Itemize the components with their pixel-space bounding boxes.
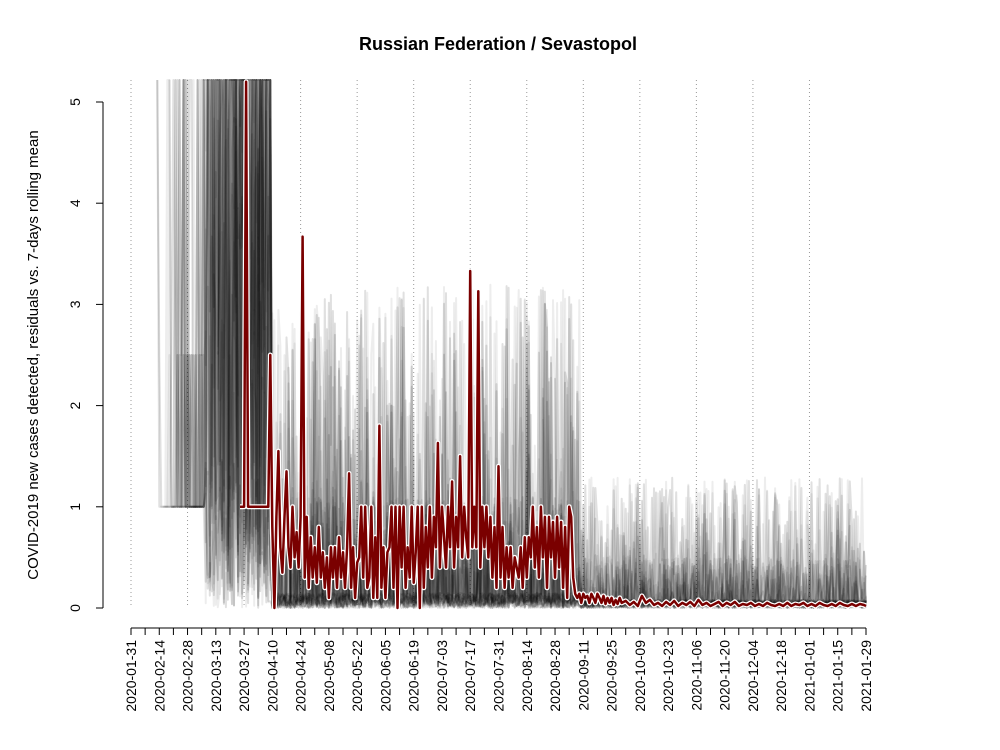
x-tick-label: 2020-04-10 bbox=[264, 640, 280, 712]
x-tick-label: 2021-01-29 bbox=[858, 640, 874, 712]
y-tick-label: 3 bbox=[67, 300, 83, 308]
background-series-line bbox=[234, 79, 867, 609]
background-series-line bbox=[206, 79, 867, 609]
y-tick-label: 1 bbox=[67, 503, 83, 511]
x-tick-label: 2021-01-01 bbox=[801, 640, 817, 712]
y-tick-label: 0 bbox=[67, 604, 83, 612]
x-tick-label: 2020-12-18 bbox=[773, 640, 789, 712]
background-series-line bbox=[171, 79, 867, 609]
background-series-line bbox=[208, 79, 867, 609]
highlight-series-line bbox=[240, 80, 867, 610]
x-tick-label: 2020-03-13 bbox=[208, 640, 224, 712]
x-tick-label: 2020-01-31 bbox=[123, 640, 139, 712]
x-tick-label: 2020-07-31 bbox=[491, 640, 507, 712]
x-tick-label: 2020-08-28 bbox=[547, 640, 563, 712]
background-series bbox=[156, 79, 867, 609]
y-axis: 0 1 2 3 4 5 bbox=[67, 98, 104, 612]
y-tick-label: 5 bbox=[67, 98, 83, 106]
x-tick-label: 2020-09-25 bbox=[604, 640, 620, 712]
chart-title: Russian Federation / Sevastopol bbox=[359, 34, 637, 54]
highlight-series-group bbox=[239, 79, 868, 611]
x-tick-label: 2020-04-24 bbox=[293, 640, 309, 712]
x-tick-label: 2020-11-06 bbox=[688, 640, 704, 711]
background-series-line bbox=[182, 79, 867, 609]
y-axis-label: COVID-2019 new cases detected, residuals… bbox=[25, 130, 42, 579]
x-tick-label: 2020-12-04 bbox=[745, 640, 761, 712]
x-tick-label: 2020-02-28 bbox=[180, 640, 196, 712]
background-series-line bbox=[216, 79, 867, 609]
x-tick-label: 2020-05-22 bbox=[349, 640, 365, 712]
background-series-line bbox=[184, 79, 867, 609]
x-tick-label: 2020-07-17 bbox=[462, 640, 478, 712]
x-tick-label: 2020-07-03 bbox=[434, 640, 450, 712]
x-tick-label: 2021-01-15 bbox=[830, 640, 846, 712]
x-axis: 2020-01-31 2020-02-14 2020-02-28 2020-03-13… bbox=[123, 627, 874, 712]
x-tick-label: 2020-08-14 bbox=[519, 640, 535, 712]
x-tick-label: 2020-06-05 bbox=[377, 640, 393, 712]
x-tick-label: 2020-10-23 bbox=[660, 640, 676, 712]
y-tick-label: 2 bbox=[67, 401, 83, 409]
x-tick-label: 2020-02-14 bbox=[151, 640, 167, 712]
x-tick-label: 2020-06-19 bbox=[406, 640, 422, 712]
x-tick-label: 2020-11-20 bbox=[717, 640, 733, 711]
background-series-line bbox=[192, 79, 867, 609]
x-tick-label: 2020-09-11 bbox=[575, 640, 591, 711]
x-tick-label: 2020-10-09 bbox=[632, 640, 648, 712]
x-tick-label: 2020-03-27 bbox=[236, 640, 252, 712]
y-tick-label: 4 bbox=[67, 199, 83, 207]
x-tick-label: 2020-05-08 bbox=[321, 640, 337, 712]
